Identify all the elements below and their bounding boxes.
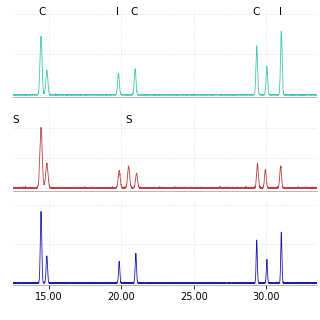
Text: S: S xyxy=(125,116,132,125)
Text: I: I xyxy=(279,7,282,17)
Text: C: C xyxy=(252,7,260,17)
Text: I: I xyxy=(116,7,118,17)
Text: C: C xyxy=(131,7,138,17)
Text: C: C xyxy=(38,7,45,17)
Text: S: S xyxy=(12,116,19,125)
